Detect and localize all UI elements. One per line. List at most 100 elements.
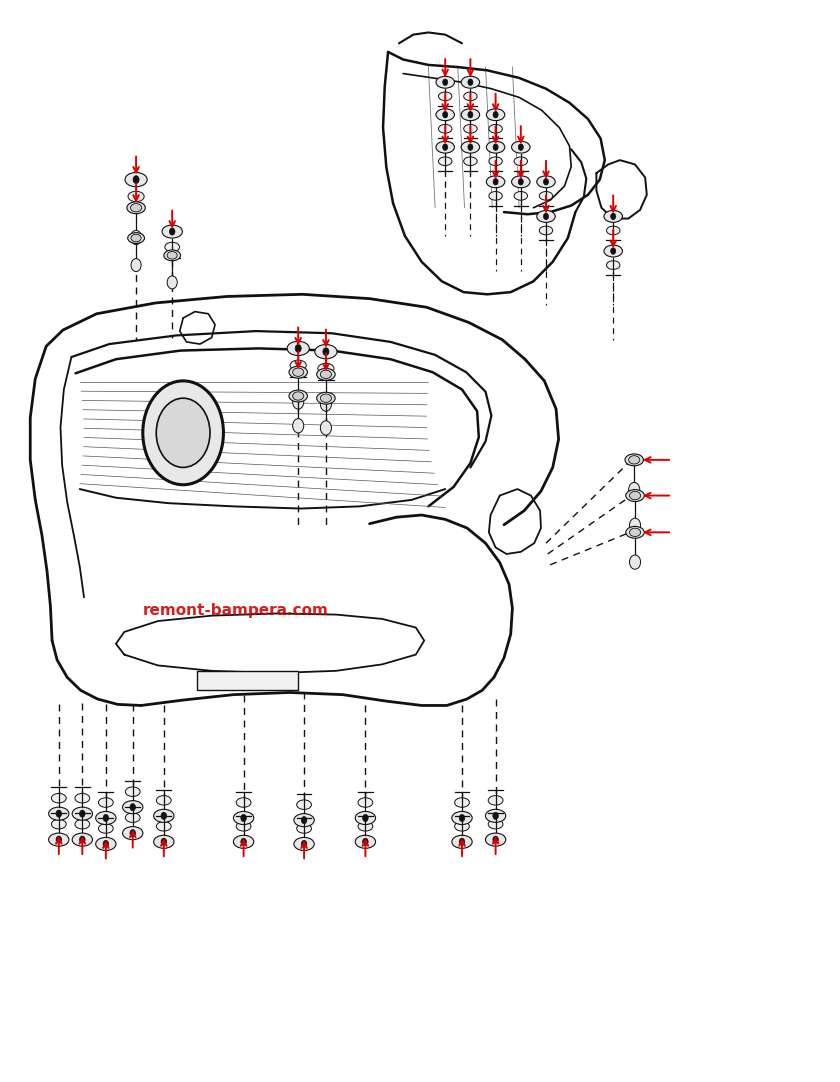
Circle shape (363, 815, 368, 821)
Circle shape (468, 144, 473, 150)
Circle shape (320, 397, 332, 411)
Ellipse shape (537, 210, 555, 223)
Ellipse shape (438, 157, 452, 166)
Circle shape (156, 398, 210, 467)
Ellipse shape (162, 225, 182, 238)
Circle shape (167, 276, 177, 289)
Circle shape (292, 419, 304, 433)
Circle shape (543, 179, 549, 185)
Ellipse shape (514, 157, 528, 166)
Ellipse shape (154, 835, 174, 848)
Circle shape (80, 810, 85, 817)
Circle shape (56, 836, 61, 843)
Ellipse shape (604, 210, 622, 223)
Ellipse shape (604, 246, 622, 258)
Ellipse shape (438, 124, 452, 133)
Circle shape (130, 804, 135, 810)
Ellipse shape (98, 797, 113, 807)
Circle shape (161, 839, 166, 845)
Ellipse shape (292, 368, 304, 377)
Ellipse shape (125, 172, 147, 187)
Circle shape (363, 839, 368, 845)
Ellipse shape (464, 92, 477, 101)
Ellipse shape (438, 92, 452, 101)
Circle shape (241, 815, 246, 821)
Ellipse shape (297, 800, 312, 809)
Ellipse shape (486, 142, 505, 154)
Circle shape (629, 555, 641, 569)
Ellipse shape (358, 797, 373, 807)
Ellipse shape (51, 793, 66, 803)
Ellipse shape (436, 142, 454, 154)
Ellipse shape (75, 793, 90, 803)
Ellipse shape (486, 109, 505, 121)
Ellipse shape (486, 809, 506, 822)
Circle shape (295, 344, 302, 353)
Circle shape (143, 381, 223, 485)
Ellipse shape (464, 124, 477, 133)
Ellipse shape (290, 360, 307, 370)
Ellipse shape (320, 394, 332, 403)
Ellipse shape (355, 835, 375, 848)
Circle shape (241, 839, 246, 845)
Text: remont-bampera.com: remont-bampera.com (143, 603, 328, 618)
Circle shape (629, 518, 641, 532)
Circle shape (468, 79, 473, 85)
Ellipse shape (436, 109, 454, 121)
Ellipse shape (156, 821, 171, 831)
Ellipse shape (488, 819, 503, 829)
Circle shape (302, 817, 307, 823)
Circle shape (493, 179, 498, 185)
Circle shape (443, 144, 448, 150)
Ellipse shape (287, 341, 309, 356)
Circle shape (320, 421, 332, 435)
Circle shape (611, 213, 616, 220)
Ellipse shape (454, 797, 470, 807)
Ellipse shape (320, 370, 332, 379)
Ellipse shape (164, 250, 181, 261)
Bar (197, 671, 298, 690)
Ellipse shape (629, 528, 641, 537)
Ellipse shape (236, 797, 251, 807)
Ellipse shape (318, 364, 334, 373)
Ellipse shape (629, 491, 641, 500)
Ellipse shape (75, 819, 90, 829)
Circle shape (493, 144, 498, 150)
Ellipse shape (125, 787, 140, 796)
Ellipse shape (297, 823, 312, 833)
Circle shape (468, 111, 473, 118)
Ellipse shape (628, 456, 640, 464)
Ellipse shape (234, 812, 254, 824)
Ellipse shape (514, 192, 528, 200)
Ellipse shape (488, 795, 503, 805)
Circle shape (133, 175, 139, 184)
Circle shape (131, 259, 141, 272)
Ellipse shape (489, 157, 502, 166)
Ellipse shape (539, 226, 553, 235)
Ellipse shape (436, 76, 454, 89)
Ellipse shape (96, 837, 116, 850)
Circle shape (493, 111, 498, 118)
Ellipse shape (512, 175, 530, 188)
Ellipse shape (294, 814, 314, 827)
Ellipse shape (486, 833, 506, 846)
Ellipse shape (452, 812, 472, 824)
Circle shape (170, 228, 175, 235)
Ellipse shape (464, 157, 477, 166)
Circle shape (518, 144, 523, 150)
Ellipse shape (72, 807, 92, 820)
Ellipse shape (49, 807, 69, 820)
Ellipse shape (165, 242, 180, 252)
Ellipse shape (454, 821, 470, 831)
Ellipse shape (72, 833, 92, 846)
Ellipse shape (452, 835, 472, 848)
Ellipse shape (154, 809, 174, 822)
Circle shape (611, 248, 616, 254)
Ellipse shape (123, 827, 143, 840)
Ellipse shape (130, 203, 142, 212)
Ellipse shape (156, 795, 171, 805)
Ellipse shape (127, 201, 145, 213)
Ellipse shape (294, 837, 314, 850)
Ellipse shape (234, 835, 254, 848)
Circle shape (323, 347, 329, 356)
